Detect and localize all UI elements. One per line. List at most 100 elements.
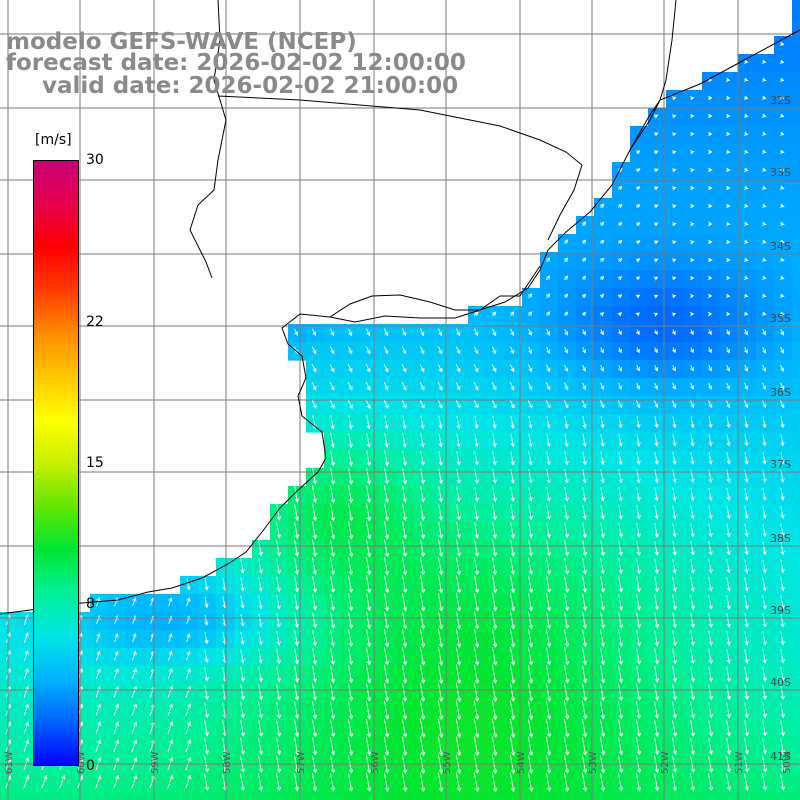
wind-arrow xyxy=(744,523,749,538)
wind-arrow xyxy=(312,485,318,504)
wind-cell xyxy=(252,630,271,649)
wind-cell xyxy=(684,594,703,613)
wind-arrow xyxy=(491,399,497,409)
wind-cell xyxy=(792,72,800,91)
wind-arrow xyxy=(762,346,767,354)
wind-arrow xyxy=(527,311,533,317)
wind-arrow xyxy=(546,311,551,317)
wind-arrow xyxy=(491,718,498,739)
wind-cell xyxy=(396,612,415,631)
wind-cell xyxy=(342,666,361,685)
wind-arrow xyxy=(330,701,336,720)
wind-arrow xyxy=(474,504,479,521)
wind-cell xyxy=(342,648,361,667)
wind-arrow xyxy=(690,365,694,372)
wind-cell xyxy=(648,774,667,793)
lat-label: 35S xyxy=(770,312,791,325)
wind-arrow xyxy=(131,685,137,698)
wind-cell xyxy=(522,630,541,649)
wind-cell xyxy=(684,468,703,487)
wind-arrow xyxy=(618,540,623,557)
wind-arrow xyxy=(527,647,534,666)
wind-cell xyxy=(144,648,163,667)
wind-cell xyxy=(342,504,361,523)
wind-arrow xyxy=(780,328,785,336)
wind-cell xyxy=(504,360,523,379)
wind-cell xyxy=(666,702,685,721)
wind-cell xyxy=(342,720,361,739)
wind-cell xyxy=(612,540,631,559)
wind-cell xyxy=(792,432,800,451)
wind-arrow xyxy=(329,328,335,337)
wind-arrow xyxy=(348,683,354,702)
wind-arrow xyxy=(186,633,191,643)
wind-arrow xyxy=(744,505,749,520)
wind-cell xyxy=(594,558,613,577)
wind-cell xyxy=(666,648,685,667)
wind-cell xyxy=(648,630,667,649)
wind-cell xyxy=(594,504,613,523)
wind-cell xyxy=(468,702,487,721)
wind-cell xyxy=(18,630,37,649)
wind-cell xyxy=(648,702,667,721)
wind-arrow xyxy=(329,382,335,391)
wind-cell xyxy=(774,180,793,199)
wind-cell xyxy=(558,432,577,451)
wind-cell xyxy=(738,54,757,73)
wind-cell xyxy=(720,576,739,595)
wind-arrow xyxy=(690,276,695,281)
wind-arrow xyxy=(744,131,749,136)
wind-cell xyxy=(666,468,685,487)
wind-cell xyxy=(612,738,631,757)
wind-cell xyxy=(720,234,739,253)
wind-cell xyxy=(720,450,739,469)
wind-arrow xyxy=(348,432,353,449)
wind-arrow xyxy=(582,558,587,575)
wind-cell xyxy=(414,504,433,523)
wind-cell xyxy=(774,72,793,91)
wind-arrow xyxy=(600,382,605,391)
wind-cell xyxy=(612,504,631,523)
wind-arrow xyxy=(779,95,785,100)
wind-cell xyxy=(504,504,523,523)
wind-arrow xyxy=(780,720,785,737)
wind-arrow xyxy=(437,772,444,793)
wind-cell xyxy=(324,738,343,757)
wind-arrow xyxy=(113,668,119,680)
wind-arrow xyxy=(564,486,569,502)
wind-arrow xyxy=(258,701,264,719)
wind-arrow xyxy=(564,575,570,594)
wind-cell xyxy=(792,774,800,793)
wind-arrow xyxy=(690,523,695,538)
wind-arrow xyxy=(473,399,479,409)
wind-cell xyxy=(792,306,800,325)
wind-arrow xyxy=(582,504,587,521)
wind-cell xyxy=(342,630,361,649)
wind-cell xyxy=(684,162,703,181)
wind-arrow xyxy=(348,647,354,666)
wind-cell xyxy=(396,630,415,649)
wind-arrow xyxy=(671,312,677,317)
wind-arrow xyxy=(509,718,516,739)
wind-arrow xyxy=(600,522,605,539)
wind-arrow xyxy=(654,666,660,683)
wind-cell xyxy=(144,702,163,721)
wind-arrow xyxy=(294,612,299,629)
wind-arrow xyxy=(348,467,354,486)
wind-arrow xyxy=(276,576,281,593)
wind-arrow xyxy=(690,612,695,629)
wind-arrow xyxy=(347,364,353,373)
wind-arrow xyxy=(726,416,731,429)
wind-cell xyxy=(738,270,757,289)
wind-cell xyxy=(540,774,559,793)
wind-cell xyxy=(774,396,793,415)
wind-cell xyxy=(792,216,800,235)
wind-arrow xyxy=(618,719,624,738)
wind-cell xyxy=(774,198,793,217)
wind-cell xyxy=(486,450,505,469)
wind-cell xyxy=(792,396,800,415)
wind-cell xyxy=(630,486,649,505)
wind-cell xyxy=(756,594,775,613)
wind-arrow xyxy=(779,382,785,391)
wind-cell xyxy=(756,72,775,91)
